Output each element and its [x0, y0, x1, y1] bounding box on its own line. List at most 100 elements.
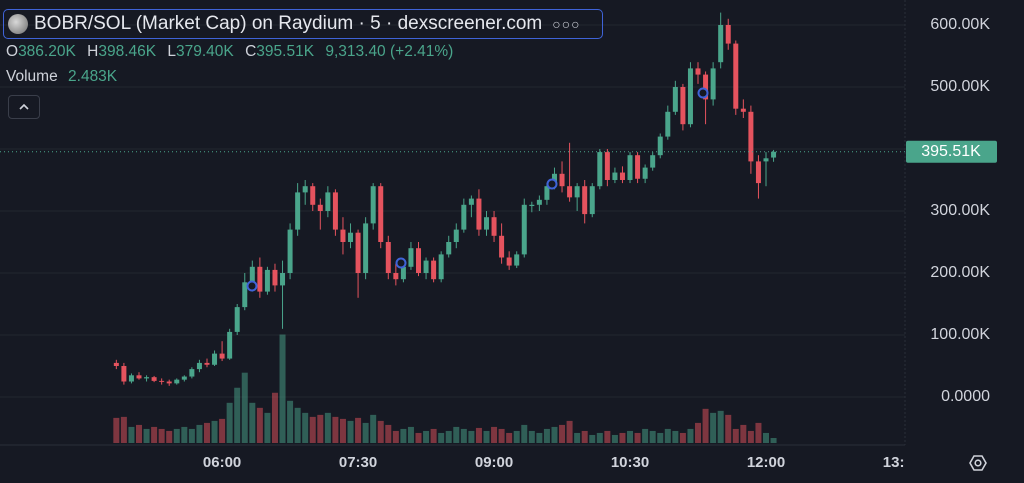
volume-bar: [611, 434, 618, 443]
candle-body: [499, 235, 505, 258]
candle-body: [272, 269, 278, 286]
volume-bar: [438, 432, 445, 443]
candle-body: [121, 366, 127, 382]
volume-bar: [370, 414, 377, 443]
candle-body: [370, 186, 376, 224]
volume-bar: [430, 428, 437, 443]
candle-body: [295, 192, 301, 230]
candle-body: [491, 217, 497, 236]
candle-body: [128, 375, 134, 382]
volume-bar: [347, 420, 354, 443]
candle-body: [431, 260, 437, 280]
volume-bar: [203, 422, 210, 443]
candle-body: [363, 223, 369, 274]
volume-bar: [415, 432, 422, 443]
caret[interactable]: [19, 103, 29, 110]
candle-body: [755, 161, 761, 184]
volume-bar: [679, 432, 686, 443]
volume-bar: [226, 402, 233, 443]
candle-body: [264, 269, 270, 292]
volume-bar: [120, 416, 127, 443]
trade-marker: [697, 87, 709, 99]
candle-body: [733, 43, 739, 109]
open-label: O: [6, 43, 19, 60]
volume-label: Volume: [6, 68, 58, 85]
candle-body: [680, 86, 686, 125]
candle-body: [695, 68, 701, 75]
candle-body: [597, 152, 603, 187]
volume-bar: [211, 420, 218, 443]
volume-bar: [627, 430, 634, 443]
volume-bar: [317, 414, 324, 443]
volume-bar: [596, 432, 603, 443]
volume-bar: [695, 422, 702, 443]
candle-body: [144, 377, 150, 379]
x-tick-label: 09:00: [475, 454, 513, 471]
candle-body: [544, 186, 550, 200]
volume-bar: [181, 426, 188, 443]
x-tick-label: 10:30: [611, 454, 649, 471]
x-tick-label: 06:00: [203, 454, 241, 471]
settings-dot[interactable]: [974, 459, 982, 467]
collapse-button[interactable]: [8, 95, 40, 119]
volume-bar: [355, 417, 362, 443]
volume-bar: [219, 418, 226, 443]
volume-bar: [188, 428, 195, 443]
trade-marker: [246, 280, 258, 292]
volume-bar: [710, 412, 717, 443]
volume-bar: [166, 430, 173, 443]
candle-body: [521, 204, 527, 255]
volume-bar: [543, 428, 550, 443]
price-axis-panel: [905, 0, 1024, 483]
volume-bar: [385, 424, 392, 443]
candle-body: [506, 257, 512, 266]
volume-bar: [506, 432, 513, 443]
volume-bar: [460, 428, 467, 443]
candle-body: [468, 198, 474, 205]
volume-bar: [453, 426, 460, 443]
candle-body: [771, 151, 777, 158]
candle-body: [302, 186, 308, 193]
y-tick-label: 0.0000: [941, 388, 990, 405]
candle-body: [310, 186, 316, 205]
volume-bar: [158, 428, 165, 443]
volume-bar: [664, 428, 671, 443]
candle-body: [672, 86, 678, 112]
candle-body: [657, 136, 663, 156]
candle-body: [718, 24, 724, 63]
candle-body: [703, 74, 709, 100]
volume-bar: [536, 432, 543, 443]
volume-bar: [234, 387, 241, 443]
volume-bar: [173, 428, 180, 443]
settings-hexagon[interactable]: [969, 455, 987, 471]
candle-body: [687, 68, 693, 125]
collapse-icon[interactable]: [9, 96, 39, 118]
volume-bar: [332, 416, 339, 443]
volume-bar: [143, 428, 150, 443]
candle-body: [174, 379, 180, 384]
volume-bar: [566, 420, 573, 443]
candle-body: [567, 186, 573, 198]
candle-body: [340, 229, 346, 243]
ohlc-row: O386.20K H398.46K L379.40K C395.51K 9,31…: [6, 43, 460, 61]
settings-icon[interactable]: [969, 455, 987, 471]
candle-body: [385, 242, 391, 274]
candle-body: [665, 111, 671, 137]
candle-body: [559, 173, 565, 187]
volume-bar: [475, 427, 482, 443]
plot-area: [0, 12, 905, 443]
candle-body: [604, 152, 610, 180]
volume-bar: [619, 432, 626, 443]
more-menu[interactable]: ○○○: [552, 16, 581, 32]
volume-bar: [574, 432, 581, 443]
trade-markers: [246, 87, 709, 292]
volume-bar: [302, 412, 309, 443]
trade-marker: [546, 178, 558, 190]
volume-bar: [241, 372, 248, 443]
chart-title: BOBR/SOL (Market Cap) on Raydium · 5 · d…: [34, 13, 543, 34]
y-tick-label: 200.00K: [930, 264, 990, 281]
candle-body: [151, 377, 157, 381]
candle-body: [181, 376, 187, 380]
